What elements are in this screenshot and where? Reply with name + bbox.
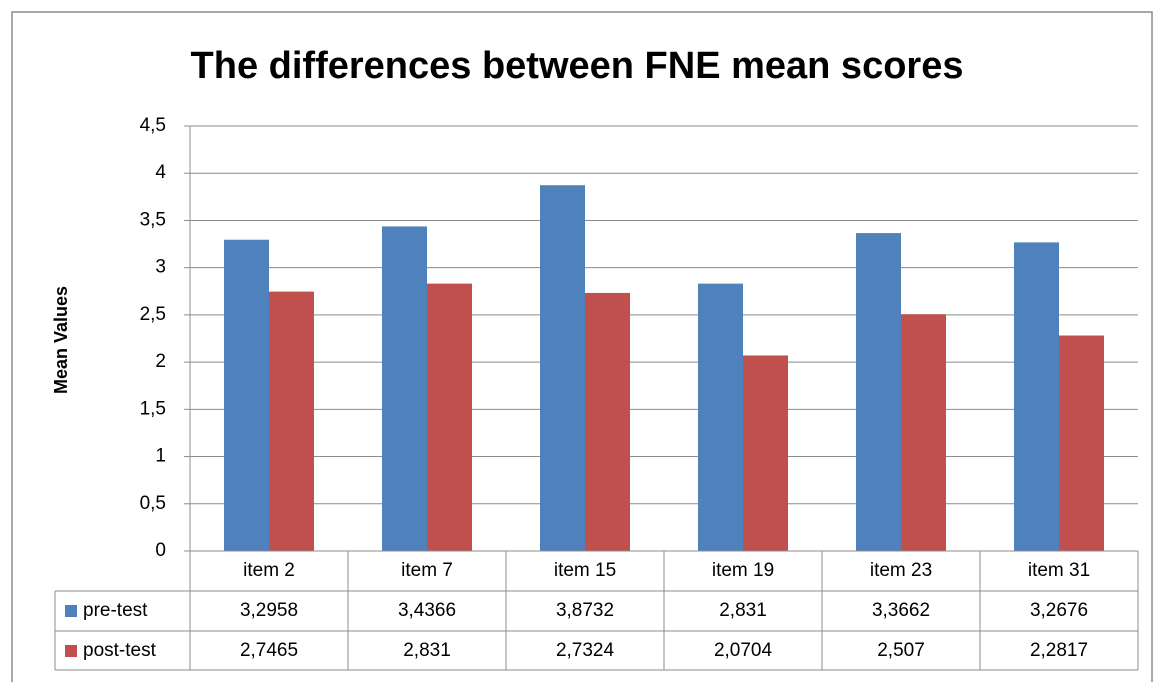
x-tick-label: item 15 xyxy=(554,560,616,581)
y-tick-label: 4 xyxy=(155,162,166,183)
data-label: 2,507 xyxy=(877,640,925,661)
legend-key xyxy=(65,605,77,617)
data-label: 2,2817 xyxy=(1030,640,1088,661)
bar xyxy=(269,291,314,551)
bar xyxy=(585,292,630,551)
legend-label: post-test xyxy=(83,640,157,661)
data-label: 2,831 xyxy=(403,640,451,661)
data-label: 2,0704 xyxy=(714,640,773,661)
bar xyxy=(743,355,788,551)
bar xyxy=(698,283,743,551)
data-label: 3,2958 xyxy=(240,600,298,621)
y-tick-label: 2,5 xyxy=(140,304,166,325)
bar xyxy=(427,283,472,551)
y-tick-label: 0 xyxy=(155,540,166,561)
chart-frame xyxy=(11,11,1153,682)
y-tick-label: 3,5 xyxy=(140,209,166,230)
data-label: 2,7324 xyxy=(556,640,615,661)
x-tick-label: item 31 xyxy=(1028,560,1090,581)
bar xyxy=(224,239,269,552)
bar xyxy=(856,233,901,551)
x-tick-label: item 7 xyxy=(401,560,453,581)
data-label: 2,831 xyxy=(719,600,767,621)
data-label: 3,2676 xyxy=(1030,600,1088,621)
data-label: 3,8732 xyxy=(556,600,614,621)
x-tick-label: item 23 xyxy=(870,560,932,581)
x-tick-label: item 19 xyxy=(712,560,774,581)
bar xyxy=(540,185,585,551)
y-tick-label: 2 xyxy=(155,351,166,372)
y-tick-label: 0,5 xyxy=(140,493,166,514)
y-tick-label: 3 xyxy=(155,257,166,278)
bar xyxy=(1059,335,1104,551)
legend-key xyxy=(65,645,77,657)
data-label: 3,3662 xyxy=(872,600,930,621)
bar xyxy=(901,314,946,551)
x-tick-label: item 2 xyxy=(243,560,295,581)
bar xyxy=(1014,242,1059,552)
bar xyxy=(382,226,427,551)
y-axis-label: Mean Values xyxy=(51,286,71,394)
y-tick-label: 4,5 xyxy=(140,115,166,136)
y-tick-label: 1 xyxy=(155,446,166,467)
chart-title: The differences between FNE mean scores xyxy=(191,45,964,87)
legend-label: pre-test xyxy=(83,600,148,621)
y-tick-label: 1,5 xyxy=(140,398,166,419)
data-label: 2,7465 xyxy=(240,640,298,661)
data-label: 3,4366 xyxy=(398,600,456,621)
